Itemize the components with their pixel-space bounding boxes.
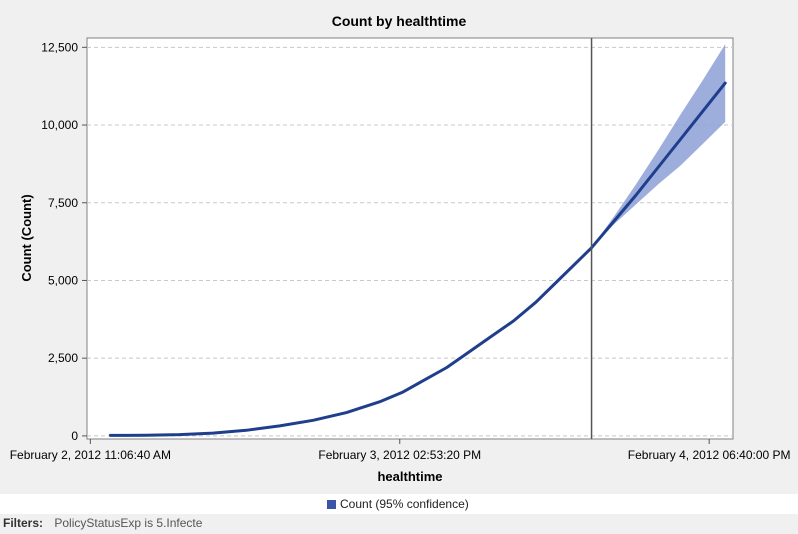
plot-area	[86, 37, 734, 440]
filters-label: Filters:	[3, 516, 44, 530]
y-tick-label: 12,500	[41, 40, 78, 54]
x-tick-label: February 3, 2012 02:53:20 PM	[318, 448, 481, 462]
grid-lines	[87, 46, 733, 437]
legend-item[interactable]: Count (95% confidence)	[327, 497, 469, 511]
y-axis: 0 2,500 5,000 7,500 10,000 12,500	[41, 40, 87, 443]
confidence-bands	[591, 44, 726, 248]
y-tick-label: 0	[71, 429, 78, 443]
y-axis-label: Count (Count)	[19, 194, 34, 281]
x-tick-label: February 4, 2012 06:40:00 PM	[628, 448, 791, 462]
filters-bar: Filters: PolicyStatusExp is 5.Infecte	[3, 516, 202, 530]
chart: Count by healthtime 0 2,500 5,000 7,500 10,0…	[10, 13, 791, 484]
legend-swatch	[327, 499, 336, 509]
series-lines	[108, 81, 727, 437]
x-axis: February 2, 2012 11:06:40 AM February 3, …	[10, 439, 791, 462]
x-axis-label: healthtime	[377, 469, 442, 484]
y-tick-label: 10,000	[41, 118, 78, 132]
y-tick-label: 2,500	[48, 351, 78, 365]
legend: Count (95% confidence)	[0, 494, 798, 514]
series-line	[108, 81, 727, 437]
x-tick-label: February 2, 2012 11:06:40 AM	[10, 448, 171, 462]
y-tick-label: 5,000	[48, 273, 78, 287]
confidence-band	[591, 44, 726, 248]
y-tick-label: 7,500	[48, 196, 78, 210]
filters-value: PolicyStatusExp is 5.Infecte	[54, 516, 203, 530]
chart-title: Count by healthtime	[332, 13, 467, 29]
legend-label: Count (95% confidence)	[340, 497, 469, 511]
